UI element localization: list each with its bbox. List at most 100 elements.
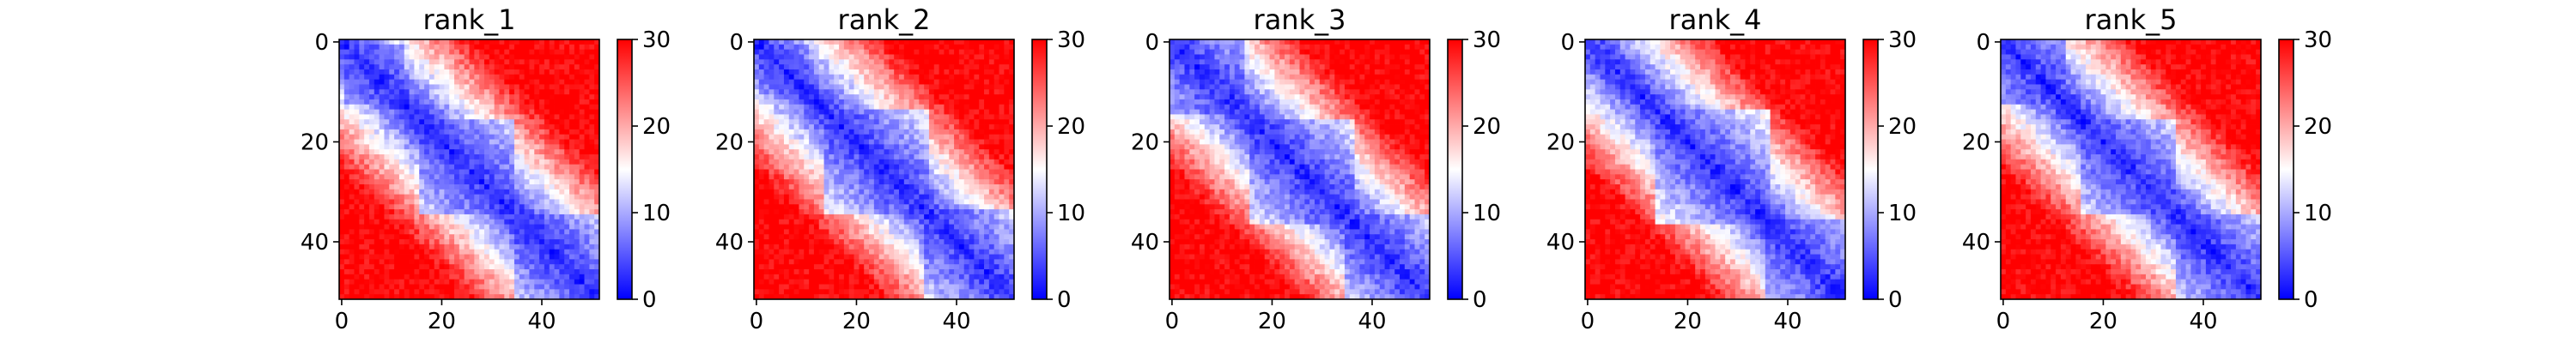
heatmap-cell xyxy=(404,229,410,235)
heatmap-cell xyxy=(988,69,995,75)
heatmap-cell xyxy=(809,219,815,225)
heatmap-cell xyxy=(479,119,485,125)
heatmap-cell xyxy=(539,144,545,150)
heatmap-cell xyxy=(564,209,570,215)
heatmap-cell xyxy=(823,84,829,90)
heatmap-cell xyxy=(364,249,370,255)
heatmap-cell xyxy=(763,214,769,220)
heatmap-cell xyxy=(1004,139,1010,145)
heatmap-cell xyxy=(524,159,530,165)
heatmap-cell xyxy=(524,214,530,220)
heatmap-cell xyxy=(884,154,890,160)
heatmap-cell xyxy=(969,239,975,245)
heatmap-cell xyxy=(1009,244,1015,250)
heatmap-cell xyxy=(384,129,390,135)
heatmap-cell xyxy=(454,129,460,135)
heatmap-cell xyxy=(763,94,769,100)
heatmap-cell xyxy=(958,204,965,210)
heatmap-cell xyxy=(919,144,925,150)
heatmap-cell xyxy=(928,149,935,155)
heatmap-cell xyxy=(494,214,500,220)
heatmap-cell xyxy=(398,69,405,75)
heatmap-cell xyxy=(444,149,450,155)
heatmap-cell xyxy=(519,239,525,245)
heatmap-cell xyxy=(804,69,810,75)
heatmap-cell xyxy=(984,199,990,205)
heatmap-cell xyxy=(529,244,535,250)
heatmap-cell xyxy=(359,119,365,125)
heatmap-cell xyxy=(954,204,960,210)
heatmap-cell xyxy=(783,99,790,105)
heatmap-cell xyxy=(479,144,485,150)
heatmap-cell xyxy=(594,249,600,255)
heatmap-cell xyxy=(954,199,960,205)
heatmap-cell xyxy=(489,89,495,95)
heatmap-cell xyxy=(579,259,585,265)
heatmap-cell xyxy=(504,229,510,235)
heatmap-cell xyxy=(963,189,969,196)
heatmap-cell xyxy=(813,39,820,45)
heatmap-cell xyxy=(878,49,884,55)
heatmap-cell xyxy=(788,89,795,95)
heatmap-cell xyxy=(958,234,965,240)
heatmap-cell xyxy=(534,224,540,230)
heatmap-cell xyxy=(559,119,565,125)
heatmap-cell xyxy=(974,69,980,75)
heatmap-cell xyxy=(924,229,930,235)
heatmap-cell xyxy=(974,129,980,135)
heatmap-cell xyxy=(974,194,980,200)
heatmap-cell xyxy=(898,139,905,145)
heatmap-cell xyxy=(958,59,965,65)
heatmap-cell xyxy=(349,74,355,81)
heatmap-cell xyxy=(783,139,790,145)
heatmap-cell xyxy=(434,174,440,180)
heatmap-cell xyxy=(519,39,525,45)
heatmap-cell xyxy=(419,109,425,115)
heatmap-cell xyxy=(419,149,425,155)
heatmap-cell xyxy=(1009,74,1015,81)
heatmap-cell xyxy=(804,39,810,45)
heatmap-cell xyxy=(479,84,485,90)
heatmap-cell xyxy=(444,54,450,60)
heatmap-cell xyxy=(813,189,820,196)
heatmap-cell xyxy=(519,244,525,250)
heatmap-cell xyxy=(509,229,515,235)
heatmap-cell xyxy=(924,204,930,210)
heatmap-cell xyxy=(969,234,975,240)
heatmap-cell xyxy=(459,49,465,55)
heatmap-cell xyxy=(394,179,400,185)
heatmap-cell xyxy=(818,59,824,65)
heatmap-cell xyxy=(499,104,505,110)
heatmap-cell xyxy=(479,164,485,170)
heatmap-cell xyxy=(829,94,835,100)
heatmap-cell xyxy=(974,99,980,105)
heatmap-cell xyxy=(509,99,515,105)
heatmap-cell xyxy=(539,279,545,285)
heatmap-cell xyxy=(359,279,365,285)
heatmap-cell xyxy=(379,289,385,295)
heatmap-cell xyxy=(854,39,860,45)
heatmap-cell xyxy=(524,114,530,120)
heatmap-cell xyxy=(809,204,815,210)
heatmap-cell xyxy=(554,119,560,125)
heatmap-cell xyxy=(419,279,425,285)
heatmap-cell xyxy=(549,179,555,185)
heatmap-cell xyxy=(504,274,510,280)
heatmap-cell xyxy=(999,54,1005,60)
heatmap-cell xyxy=(339,219,345,225)
heatmap-cell xyxy=(584,194,590,200)
heatmap-cell xyxy=(579,69,585,75)
heatmap-cell xyxy=(829,49,835,55)
heatmap-cell xyxy=(984,44,990,51)
heatmap-cell xyxy=(549,189,555,196)
heatmap-cell xyxy=(459,69,465,75)
heatmap-cell xyxy=(339,179,345,185)
heatmap-cell xyxy=(574,199,580,205)
heatmap-cell xyxy=(398,74,405,81)
heatmap-cell xyxy=(444,114,450,120)
heatmap-cell xyxy=(1004,214,1010,220)
heatmap-cell xyxy=(799,74,805,81)
heatmap-cell xyxy=(869,54,875,60)
heatmap-cell xyxy=(779,124,785,130)
heatmap-cell xyxy=(394,194,400,200)
